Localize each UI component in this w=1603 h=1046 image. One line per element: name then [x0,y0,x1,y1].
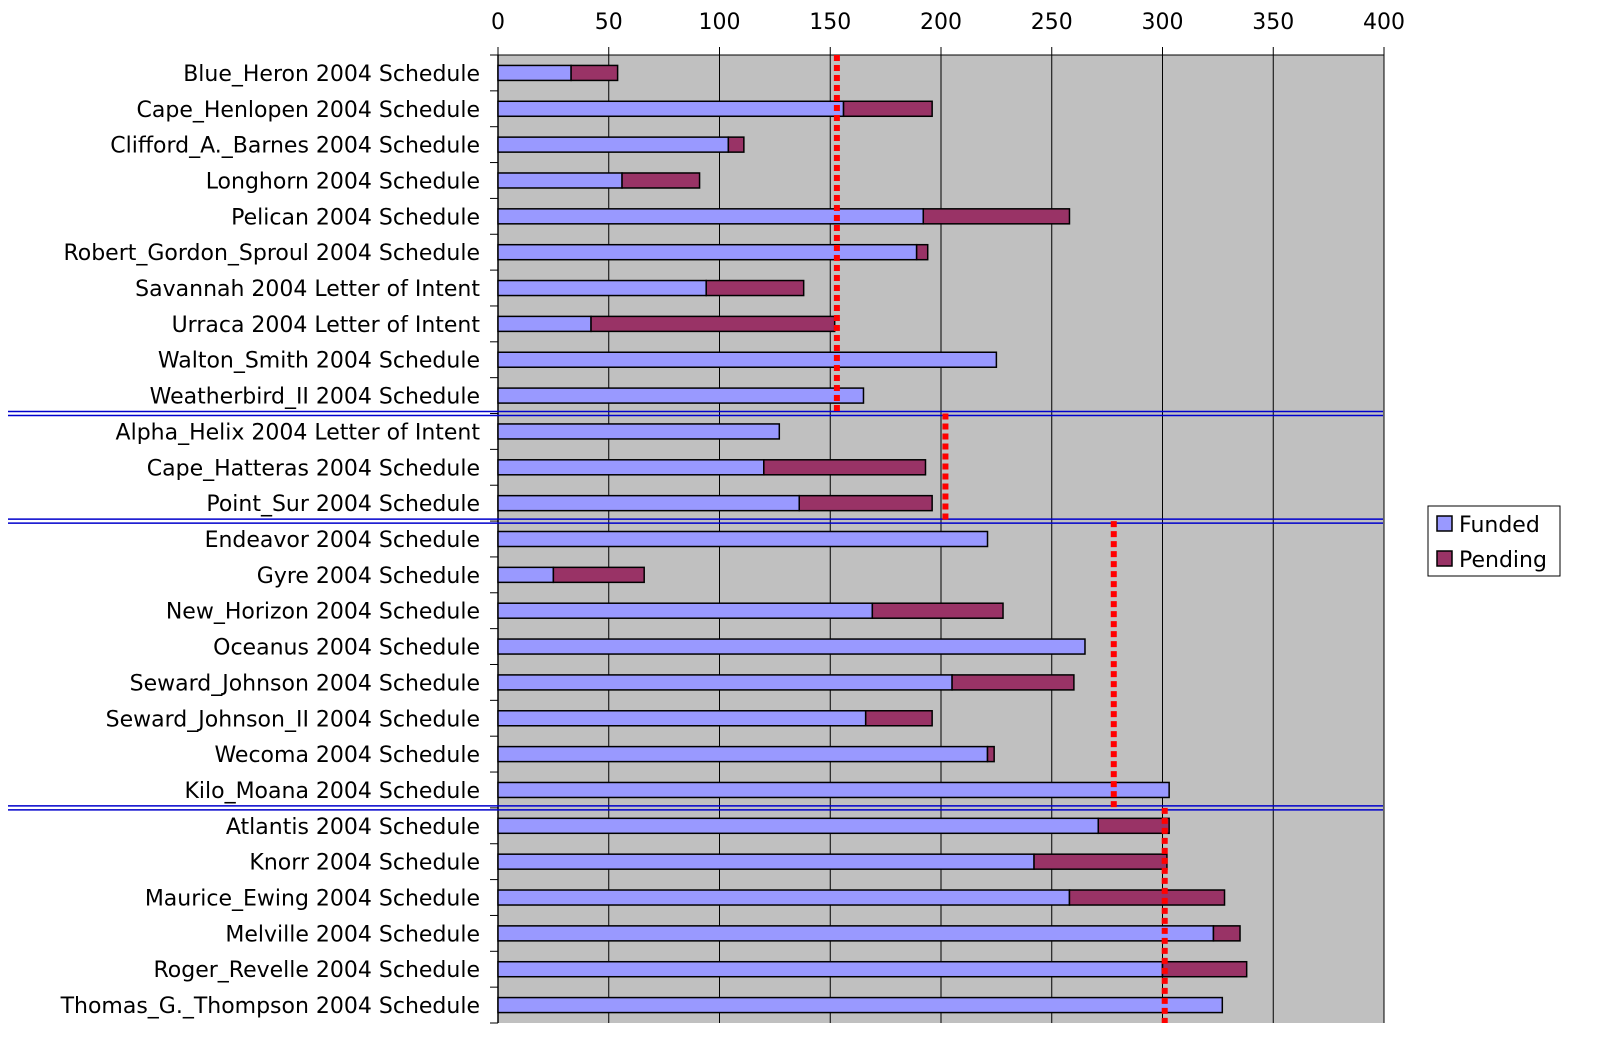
bar-funded [497,853,1035,870]
bar-funded [497,279,707,297]
category-label: Endeavor 2004 Schedule [205,528,480,553]
bar-funded [497,781,1170,799]
x-tick-label: 250 [1031,10,1073,35]
category-label: Atlantis 2004 Schedule [226,815,480,840]
x-tick-label: 100 [699,10,741,35]
category-label: Walton_Smith 2004 Schedule [158,349,480,374]
bar-pending [590,315,836,333]
bar-funded [497,960,1164,978]
bar-pending [621,172,701,189]
legend-swatch-pending [1436,550,1453,567]
category-label: Gyre 2004 Schedule [257,564,480,589]
bar-funded [497,100,845,118]
x-tick-label: 400 [1363,10,1405,35]
bar-funded [497,172,623,189]
bar-pending [922,208,1071,225]
bar-funded [497,459,765,476]
category-label: Cape_Henlopen 2004 Schedule [137,98,480,123]
bar-pending [552,566,645,584]
bar-pending [871,602,1004,619]
category-label: Blue_Heron 2004 Schedule [183,62,480,87]
bar-pending [915,243,929,261]
category-label: Urraca 2004 Letter of Intent [172,313,481,338]
bar-pending [763,459,927,476]
reference-lines [833,55,1168,1023]
bar-pending [727,136,745,153]
bar-pending [986,745,995,763]
legend-label-funded: Funded [1459,513,1540,538]
category-label: Maurice_Ewing 2004 Schedule [145,887,480,912]
category-label: Robert_Gordon_Sproul 2004 Schedule [63,241,480,266]
bar-pending [1033,853,1168,870]
category-label: Seward_Johnson 2004 Schedule [130,671,480,696]
category-label: Weatherbird_II 2004 Schedule [150,385,480,410]
category-label: Alpha_Helix 2004 Letter of Intent [116,420,481,445]
bar-pending [798,494,933,512]
bar-funded [497,996,1224,1014]
bar-funded [497,530,989,548]
category-label: Point_Sur 2004 Schedule [206,492,480,517]
category-label: Clifford_A._Barnes 2004 Schedule [110,134,480,159]
group-separators [8,410,1383,811]
bar-funded [497,566,555,584]
bar-funded [497,889,1071,906]
bar-funded [497,494,800,512]
category-label: Longhorn 2004 Schedule [206,169,480,194]
bar-pending [1068,889,1226,906]
bar-funded [497,387,865,404]
bar-funded [497,674,953,691]
category-label: Roger_Revelle 2004 Schedule [153,958,480,983]
category-label: Pelican 2004 Schedule [231,205,480,230]
x-tick-label: 200 [920,10,962,35]
bar-funded [497,710,867,727]
legend-label-pending: Pending [1459,548,1547,573]
category-label: Knorr 2004 Schedule [249,851,480,876]
bar-funded [497,315,592,333]
bar-funded [497,351,998,368]
bar-funded [497,638,1086,655]
bar-pending [1097,817,1170,835]
x-tick-label: 350 [1252,10,1294,35]
bar-funded [497,745,989,763]
category-label: Seward_Johnson_II 2004 Schedule [106,707,480,732]
y-axis: Blue_Heron 2004 Schedule Cape_Henlopen 20… [60,54,499,1024]
x-axis: 0 50 100 150 200 250 300 350 400 [491,10,1405,56]
category-label: Oceanus 2004 Schedule [213,636,480,661]
legend: Funded Pending [1427,505,1561,577]
bar-funded [497,243,918,261]
bar-funded [497,208,925,225]
category-label: Melville 2004 Schedule [225,922,480,947]
bar-pending [951,674,1075,691]
bar-pending [1161,960,1248,978]
x-tick-label: 150 [809,10,851,35]
category-label: Cape_Hatteras 2004 Schedule [147,456,480,481]
bar-funded [497,817,1100,835]
category-label: Thomas_G._Thompson 2004 Schedule [60,994,480,1019]
legend-swatch-funded [1436,515,1453,532]
x-tick-label: 0 [491,10,505,35]
x-tick-label: 50 [595,10,623,35]
bar-pending [570,64,619,82]
bar-funded [497,423,781,440]
bar-pending [842,100,933,118]
bar-pending [1212,925,1241,942]
bar-pending [705,279,805,297]
x-tick-label: 300 [1142,10,1184,35]
bar-funded [497,64,572,82]
bar-funded [497,136,730,153]
category-label: Wecoma 2004 Schedule [214,743,480,768]
category-label: New_Horizon 2004 Schedule [166,600,480,625]
bar-pending [864,710,933,727]
category-label: Savannah 2004 Letter of Intent [135,277,480,302]
bar-funded [497,925,1215,942]
bar-funded [497,602,874,619]
bars [497,64,1248,1014]
category-label: Kilo_Moana 2004 Schedule [184,779,480,804]
